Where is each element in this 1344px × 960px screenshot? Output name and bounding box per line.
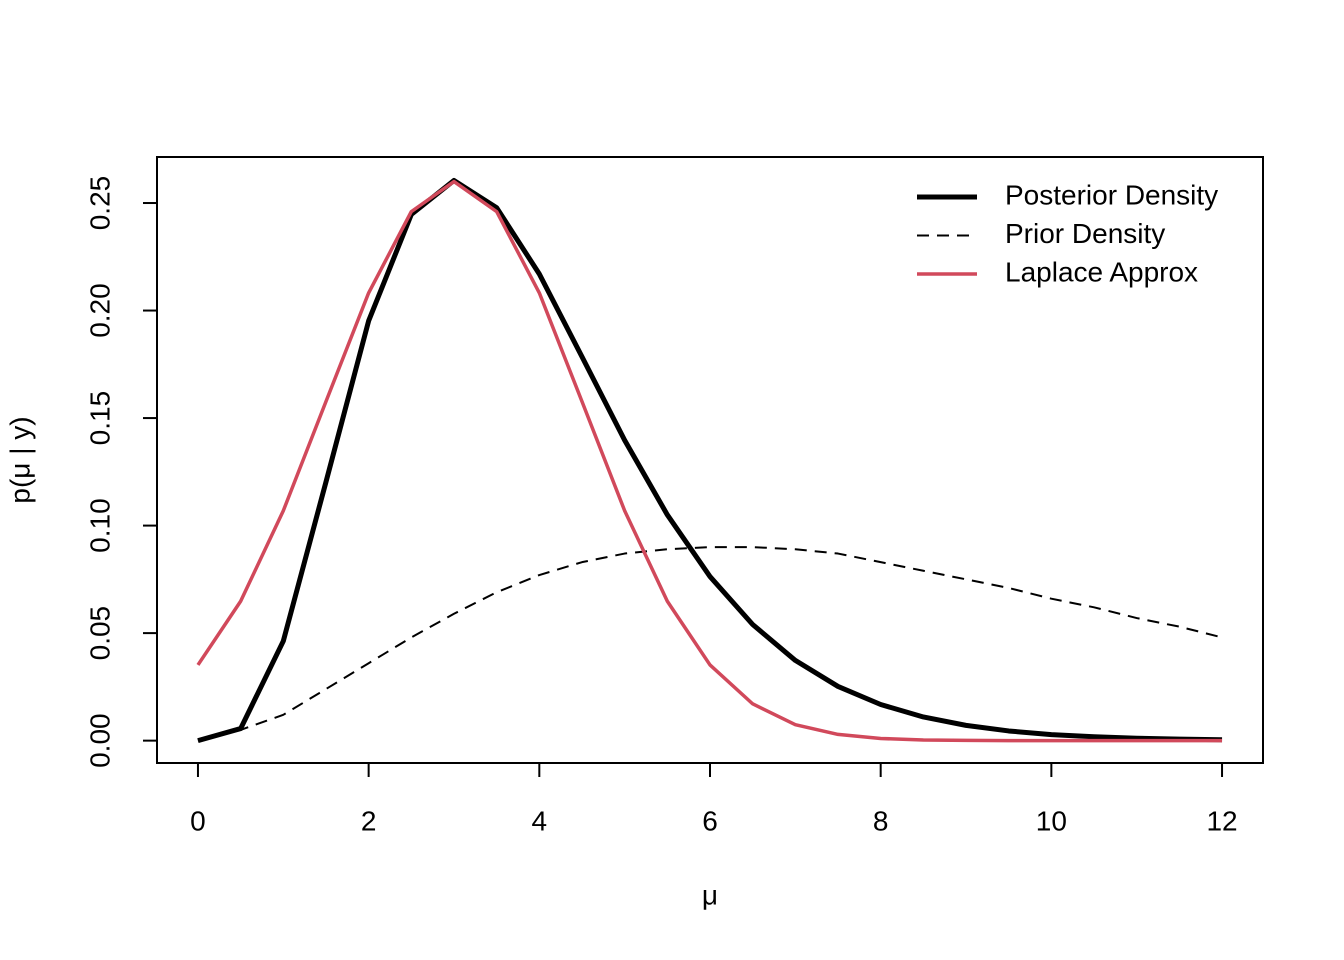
x-tick-label: 4 [532,805,548,836]
legend-label: Posterior Density [1005,179,1218,210]
y-tick-label: 0.05 [84,606,115,661]
y-tick-label: 0.20 [84,283,115,338]
y-tick-label: 0.25 [84,176,115,231]
series-line [197,546,1223,742]
y-tick-label: 0.10 [84,498,115,553]
legend-label: Prior Density [1005,218,1165,249]
x-tick-label: 12 [1206,805,1237,836]
x-tick-label: 10 [1036,805,1067,836]
x-axis-label: μ [702,879,718,910]
y-tick-label: 0.15 [84,391,115,446]
x-tick-label: 6 [702,805,718,836]
y-tick-label: 0.00 [84,713,115,768]
x-tick-label: 8 [873,805,889,836]
series-line [197,177,1223,744]
x-tick-label: 0 [190,805,206,836]
x-tick-label: 2 [361,805,377,836]
legend-label: Laplace Approx [1005,256,1198,287]
y-axis-label: p(μ | y) [4,416,35,503]
series-line [196,179,1223,743]
